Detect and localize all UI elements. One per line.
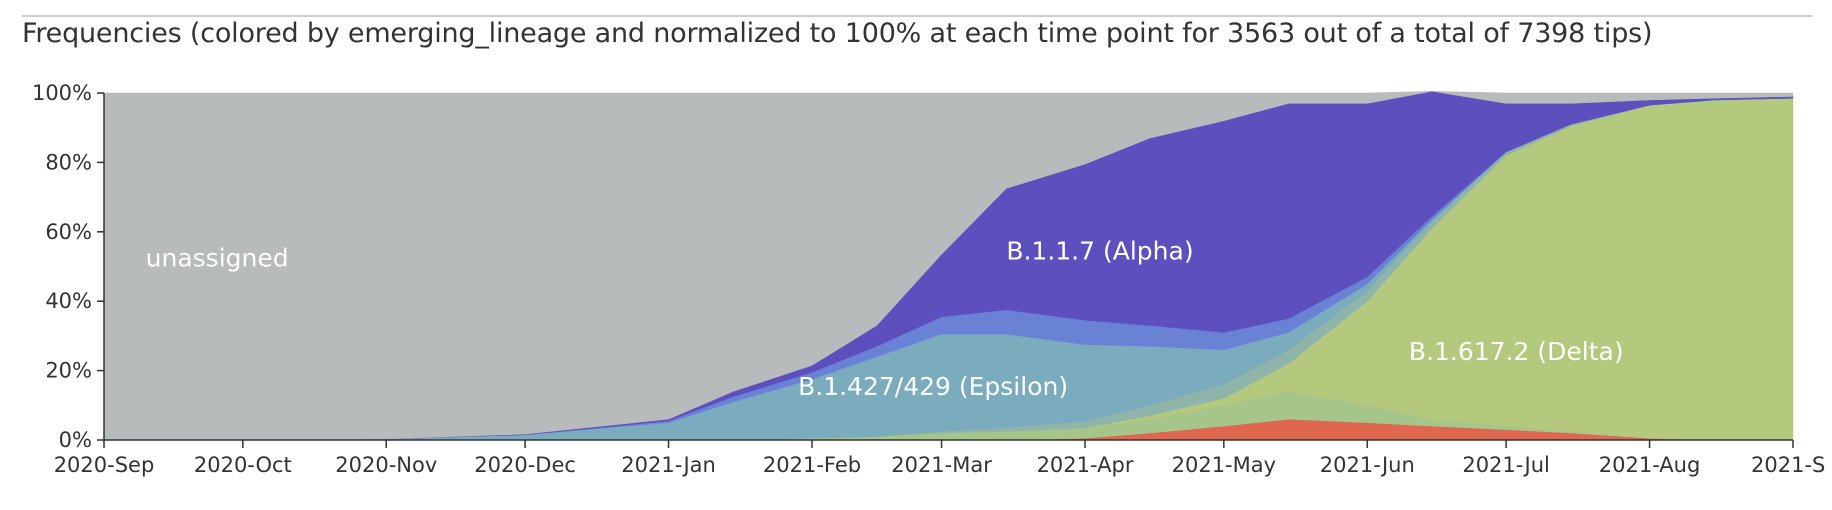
y-tick-label: 80% [45, 150, 92, 174]
x-tick-label: 2021-Feb [763, 453, 861, 477]
x-tick-label: 2021-Jan [621, 453, 716, 477]
top-divider [22, 15, 1812, 17]
x-tick-label: 2021-May [1172, 453, 1276, 477]
x-tick-label: 2020-Dec [474, 453, 576, 477]
x-tick-label: 2020-Oct [194, 453, 292, 477]
x-tick-label: 2021-Apr [1037, 453, 1134, 477]
y-tick-label: 20% [45, 359, 92, 383]
area-series-7 [103, 91, 1794, 441]
area-label: unassigned [146, 244, 289, 273]
axes: 0% 20% 40% 60% 80% 100% 2020-Sep 2020-Oct 2020-N… [32, 81, 1825, 477]
x-tick-label: 2020-Nov [335, 453, 437, 477]
x-tick-label: 2021-Jun [1320, 453, 1415, 477]
x-tick-label: 2021-Mar [891, 453, 992, 477]
y-tick-label: 100% [32, 81, 92, 105]
x-tick-label: 2020-Sep [54, 453, 155, 477]
y-tick-label: 0% [59, 428, 92, 452]
chart-title: Frequencies (colored by emerging_lineage… [22, 18, 1653, 49]
area-label: B.1.617.2 (Delta) [1409, 337, 1624, 366]
y-tick-label: 40% [45, 289, 92, 313]
x-tick-label: 2021-Aug [1599, 453, 1701, 477]
x-tick-label: 2021-Jul [1462, 453, 1550, 477]
x-tick-label: 2021-S [1751, 453, 1825, 477]
y-tick-label: 60% [45, 220, 92, 244]
area-labels: unassigned B.1.1.7 (Alpha) B.1.427/429 (Ep… [146, 237, 1624, 401]
area-label: B.1.1.7 (Alpha) [1006, 237, 1193, 266]
area-label: B.1.427/429 (Epsilon) [798, 372, 1068, 401]
